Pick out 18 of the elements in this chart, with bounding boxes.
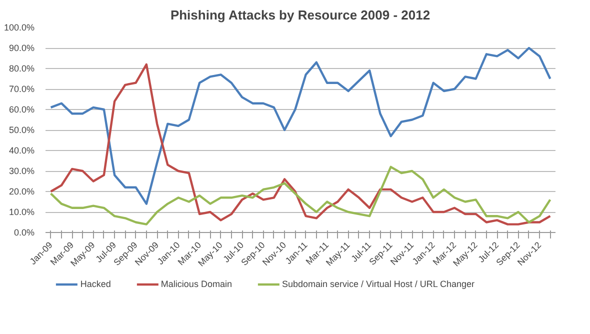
y-tick-label: 70.0%	[8, 84, 35, 94]
y-tick-label: 50.0%	[8, 125, 35, 135]
line-series	[50, 166, 552, 226]
y-tick-label: 30.0%	[8, 166, 35, 176]
y-tick-label: 100.0%	[4, 22, 35, 32]
y-tick-label: 60.0%	[8, 104, 35, 114]
y-tick-label: 10.0%	[8, 207, 35, 217]
y-tick-label: 40.0%	[8, 146, 35, 156]
y-tick-label: 90.0%	[8, 43, 35, 53]
y-tick-label: 0.0%	[14, 228, 34, 238]
legend-label: Subdomain service / Virtual Host / URL Changer	[282, 279, 475, 289]
y-tick-label: 20.0%	[8, 186, 35, 196]
line-series	[50, 46, 552, 205]
legend-label: Hacked	[80, 279, 111, 289]
y-tick-label: 80.0%	[8, 64, 35, 74]
chart-title: Phishing Attacks by Resource 2009 - 2012	[170, 8, 430, 22]
line-series	[50, 63, 552, 226]
legend-label: Malicious Domain	[160, 279, 232, 289]
